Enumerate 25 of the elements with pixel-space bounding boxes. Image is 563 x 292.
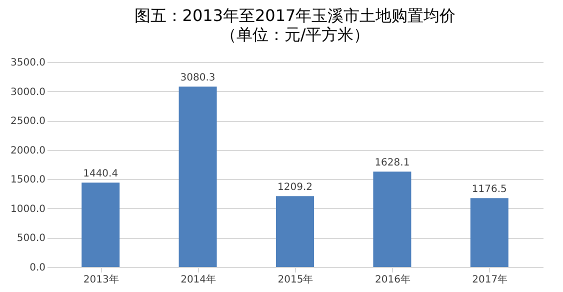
y-tick-label: 500.0: [16, 233, 46, 244]
y-tick-label: 2500.0: [10, 116, 46, 128]
chart-subtitle: （单位：元/平方米）: [220, 25, 370, 44]
data-label: 1176.5: [472, 184, 507, 196]
x-tick-label: 2015年: [278, 274, 314, 286]
bar: [276, 196, 314, 267]
bar: [470, 198, 508, 267]
data-label: 3080.3: [180, 72, 216, 84]
y-tick-label: 3000.0: [10, 86, 46, 98]
data-label: 1628.1: [374, 158, 410, 169]
x-tick-label: 2013年: [83, 274, 119, 286]
x-tick-label: 2017年: [472, 274, 508, 286]
data-label: 1440.4: [83, 168, 118, 180]
y-tick-label: 0.0: [30, 262, 46, 274]
x-tick-label: 2014年: [180, 274, 216, 286]
x-tick-label: 2016年: [374, 274, 410, 286]
chart-title: 图五：2013年至2017年玉溪市土地购置均价: [134, 6, 456, 25]
bar: [178, 86, 217, 267]
bar: [82, 182, 120, 267]
bar: [373, 172, 412, 267]
data-label: 1209.2: [278, 182, 312, 194]
y-tick-label: 1500.0: [10, 174, 46, 186]
y-tick-label: 1000.0: [10, 204, 46, 215]
y-tick-label: 2000.0: [10, 145, 46, 156]
y-tick-label: 3500.0: [10, 58, 46, 68]
